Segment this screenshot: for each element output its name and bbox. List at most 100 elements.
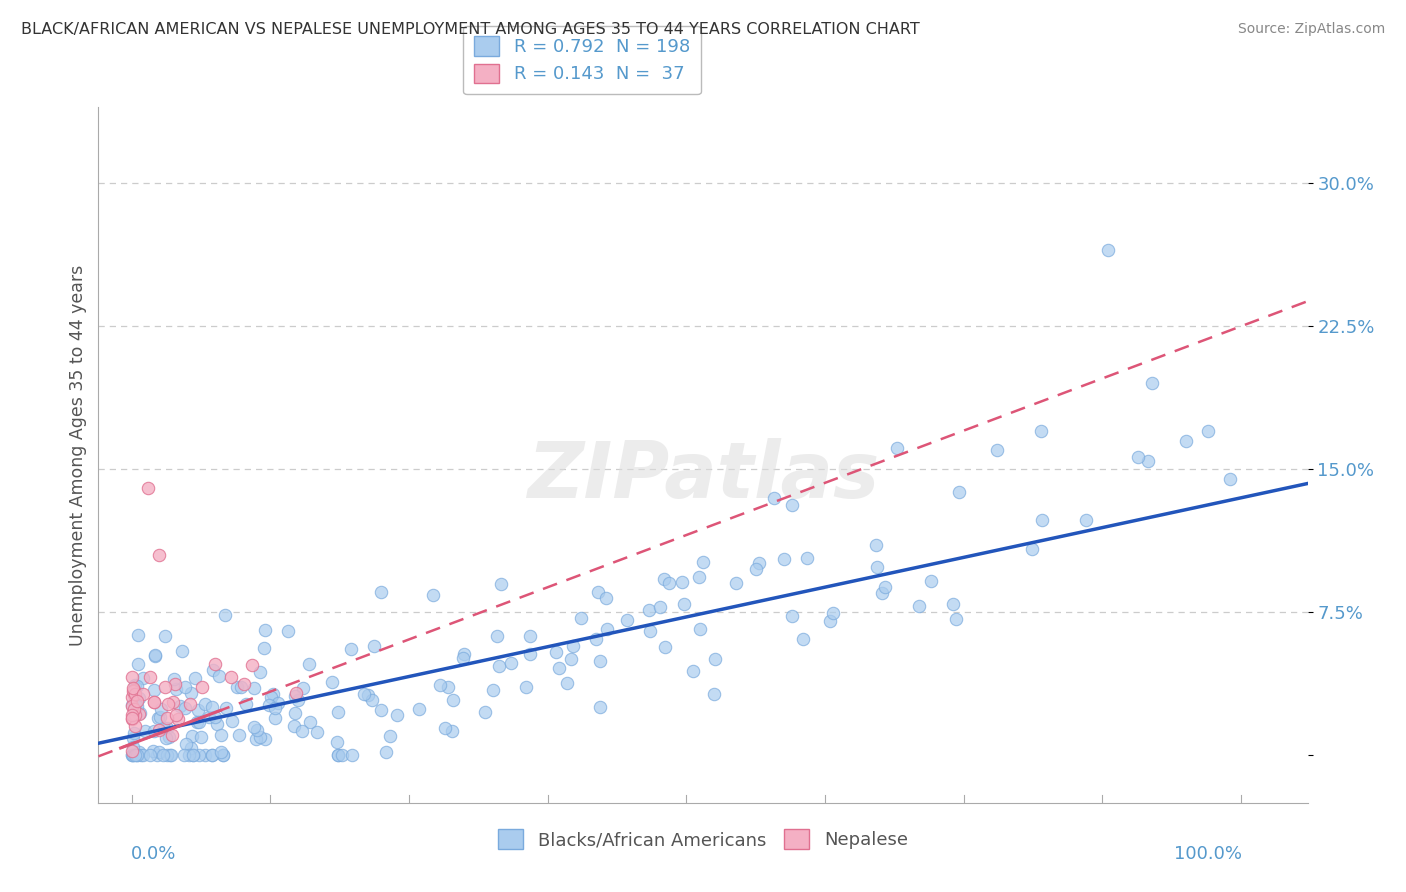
Point <box>823 606 845 620</box>
Point <box>378 729 401 743</box>
Point <box>326 748 349 763</box>
Point <box>1136 454 1159 468</box>
Point <box>908 599 931 613</box>
Point <box>595 623 617 637</box>
Point <box>328 748 350 763</box>
Point <box>128 707 150 722</box>
Point <box>370 703 392 717</box>
Point <box>169 698 191 713</box>
Point <box>208 669 231 683</box>
Point <box>155 731 177 746</box>
Point <box>434 721 457 735</box>
Point <box>267 696 290 710</box>
Point <box>638 603 661 617</box>
Text: BLACK/AFRICAN AMERICAN VS NEPALESE UNEMPLOYMENT AMONG AGES 35 TO 44 YEARS CORREL: BLACK/AFRICAN AMERICAN VS NEPALESE UNEMP… <box>21 22 920 37</box>
Point <box>152 721 174 735</box>
Point <box>204 657 226 672</box>
Point <box>745 562 768 576</box>
Point <box>1021 542 1043 557</box>
Point <box>1074 513 1097 527</box>
Point <box>780 498 803 512</box>
Point <box>201 748 224 763</box>
Point <box>177 748 200 763</box>
Point <box>142 744 165 758</box>
Point <box>692 555 714 569</box>
Point <box>762 491 785 506</box>
Point <box>209 745 232 759</box>
Point <box>134 723 156 738</box>
Point <box>121 698 143 713</box>
Point <box>638 624 661 639</box>
Point <box>121 711 143 725</box>
Point <box>942 597 965 611</box>
Point <box>156 710 179 724</box>
Point <box>157 697 180 711</box>
Point <box>515 680 537 694</box>
Point <box>145 649 167 664</box>
Point <box>163 673 186 687</box>
Point <box>121 684 143 698</box>
Point <box>167 712 190 726</box>
Point <box>132 671 155 685</box>
Point <box>1197 424 1219 438</box>
Point <box>122 681 145 696</box>
Point <box>127 657 149 672</box>
Point <box>240 658 263 673</box>
Point <box>1031 424 1053 438</box>
Point <box>211 748 233 763</box>
Point <box>246 723 269 737</box>
Text: ZIPatlas: ZIPatlas <box>527 438 879 514</box>
Point <box>121 744 143 758</box>
Point <box>160 728 183 742</box>
Point <box>585 632 607 646</box>
Point <box>792 632 814 646</box>
Point <box>441 692 464 706</box>
Legend: Blacks/African Americans, Nepalese: Blacks/African Americans, Nepalese <box>491 822 915 856</box>
Point <box>548 661 571 675</box>
Point <box>945 612 967 626</box>
Point <box>209 728 232 742</box>
Point <box>228 728 250 742</box>
Point <box>155 629 177 643</box>
Point <box>205 716 228 731</box>
Point <box>658 576 681 591</box>
Point <box>125 679 148 693</box>
Point <box>725 575 748 590</box>
Point <box>453 647 475 661</box>
Point <box>138 481 160 495</box>
Point <box>865 538 887 552</box>
Point <box>180 686 202 700</box>
Point <box>1031 513 1053 527</box>
Point <box>474 705 496 719</box>
Point <box>866 560 889 574</box>
Point <box>595 591 617 606</box>
Point <box>121 690 143 704</box>
Point <box>156 721 179 735</box>
Point <box>291 681 314 696</box>
Point <box>451 651 474 665</box>
Point <box>650 600 672 615</box>
Point <box>143 682 166 697</box>
Point <box>179 697 201 711</box>
Point <box>253 731 276 746</box>
Point <box>231 680 253 694</box>
Point <box>149 710 172 724</box>
Point <box>326 735 349 749</box>
Point <box>124 708 146 723</box>
Point <box>127 628 149 642</box>
Point <box>519 629 541 643</box>
Point <box>262 687 284 701</box>
Point <box>121 748 143 763</box>
Point <box>780 609 803 624</box>
Point <box>948 485 970 500</box>
Point <box>197 710 219 724</box>
Point <box>875 581 897 595</box>
Point <box>125 748 148 763</box>
Point <box>202 663 225 677</box>
Point <box>128 690 150 705</box>
Point <box>682 664 704 678</box>
Point <box>357 689 380 703</box>
Point <box>441 723 464 738</box>
Point <box>330 748 353 763</box>
Point <box>215 701 238 715</box>
